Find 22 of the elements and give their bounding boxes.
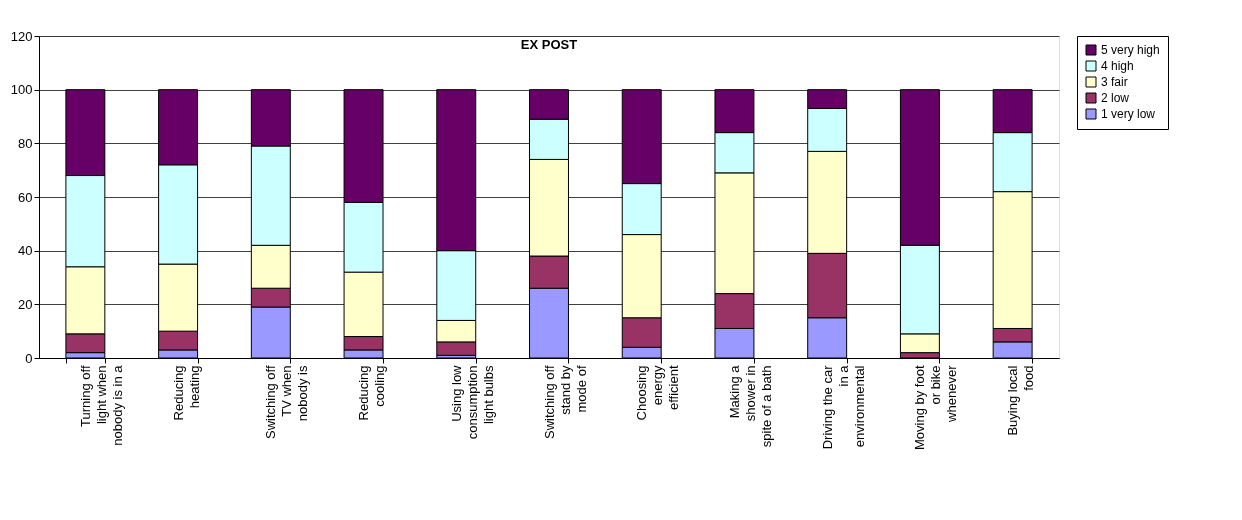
y-tick-label: 120 [10,28,33,44]
x-tick-label: Using low consumption light bulbs [448,364,496,440]
chart-title: EX POST [520,37,578,52]
x-tick-label: Switching off TV when nobody is [263,365,311,439]
x-tick-label: Reducing cooling [356,365,388,421]
x-tick-label: Buying local food [1005,365,1037,436]
y-tick-label: 20 [18,296,33,312]
x-tick-label: Moving by foot or bike whenever [912,364,960,451]
legend-label: 1 very low [1101,107,1156,121]
y-tick-label: 100 [10,82,33,98]
x-tick-label: Choosing energy efficient [634,365,682,421]
x-tick-label: Turning off light when nobody is in a [77,364,125,446]
x-tick-label: Reducing heating [170,365,202,421]
y-tick-label: 40 [18,243,33,259]
y-tick-label: 80 [18,135,33,151]
legend-label: 5 very high [1101,43,1160,57]
y-tick-label: 60 [18,189,33,205]
y-tick-label: 0 [25,350,33,366]
legend-label: 2 low [1101,91,1130,105]
x-tick-label: Switching off stand by mode of [541,365,589,439]
legend-label: 4 high [1101,59,1134,73]
legend-label: 3 fair [1101,75,1128,89]
